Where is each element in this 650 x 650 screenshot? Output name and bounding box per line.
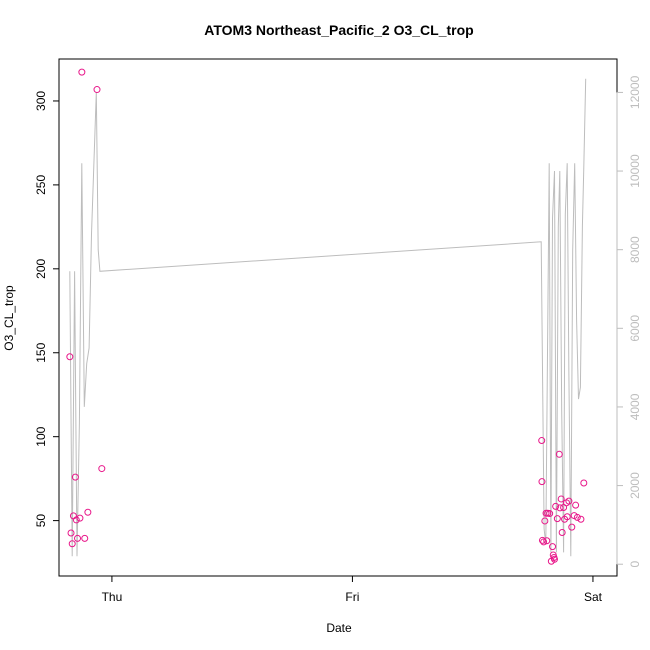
data-point — [543, 537, 551, 545]
y-axis-right: 0 2000 4000 6000 8000 10000 12000 — [616, 75, 642, 568]
y2-tick-label: 2000 — [628, 472, 642, 499]
data-point — [538, 536, 546, 544]
series-line — [69, 78, 587, 557]
data-point — [71, 473, 79, 481]
data-point — [72, 516, 80, 524]
y2-tick-label: 8000 — [628, 236, 642, 263]
y2-tick-label: 0 — [628, 561, 642, 568]
y-tick-label: 150 — [34, 342, 48, 362]
y-tick-label: 300 — [34, 91, 48, 111]
data-point — [563, 513, 571, 521]
data-point — [538, 437, 546, 445]
data-point — [555, 450, 563, 458]
data-point — [84, 508, 92, 516]
data-point — [546, 510, 554, 518]
y-tick-label: 100 — [34, 426, 48, 446]
series-line-group — [69, 78, 587, 557]
x-tick-label: Fri — [345, 590, 359, 604]
data-point — [541, 517, 549, 525]
data-point — [76, 514, 84, 522]
data-point — [68, 540, 76, 548]
x-tick-label: Thu — [102, 590, 123, 604]
series-points-group — [66, 68, 588, 565]
y-tick-label: 200 — [34, 258, 48, 278]
data-point — [74, 534, 82, 542]
y2-tick-label: 4000 — [628, 393, 642, 420]
data-point — [557, 495, 565, 503]
data-point — [93, 86, 101, 94]
y2-tick-label: 12000 — [628, 75, 642, 109]
data-point — [568, 523, 576, 531]
data-point — [66, 353, 74, 361]
data-point — [572, 501, 580, 509]
data-point — [552, 502, 560, 510]
data-point — [550, 555, 558, 563]
data-point — [81, 534, 89, 542]
x-axis-label: Date — [326, 621, 352, 635]
y2-tick-label: 10000 — [628, 154, 642, 188]
y-axis-left: 50 100 150 200 250 300 — [34, 91, 60, 528]
data-point — [558, 529, 566, 537]
data-point — [78, 68, 86, 76]
data-point — [67, 529, 75, 537]
data-point — [540, 538, 548, 546]
y2-tick-label: 6000 — [628, 315, 642, 342]
x-axis: Thu Fri Sat — [102, 575, 603, 604]
x-tick-label: Sat — [584, 590, 603, 604]
data-point — [573, 513, 581, 521]
plot-frame — [58, 58, 618, 577]
data-point — [556, 504, 564, 512]
y-tick-label: 50 — [34, 514, 48, 528]
data-point — [553, 515, 561, 523]
data-point — [549, 543, 557, 551]
y-tick-label: 250 — [34, 175, 48, 195]
data-point — [538, 478, 546, 486]
chart-title: ATOM3 Northeast_Pacific_2 O3_CL_trop — [204, 22, 473, 38]
data-point — [565, 497, 573, 505]
y-axis-label: O3_CL_trop — [2, 285, 16, 351]
data-point — [98, 465, 106, 473]
data-point — [580, 479, 588, 487]
data-point — [577, 515, 585, 523]
